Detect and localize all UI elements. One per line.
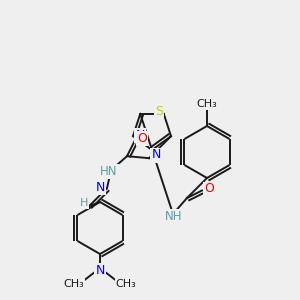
Text: CH₃: CH₃ [116, 279, 136, 289]
Text: S: S [155, 105, 163, 118]
Text: NH: NH [165, 209, 183, 223]
Text: O: O [204, 182, 214, 196]
Text: CH₃: CH₃ [196, 99, 218, 109]
Text: CH₃: CH₃ [64, 279, 84, 289]
Text: O: O [137, 132, 147, 145]
Text: N: N [95, 263, 105, 277]
Text: N: N [151, 148, 161, 161]
Text: N: N [95, 181, 105, 194]
Text: N: N [135, 129, 145, 142]
Text: H: H [80, 198, 88, 208]
Text: HN: HN [100, 165, 118, 178]
